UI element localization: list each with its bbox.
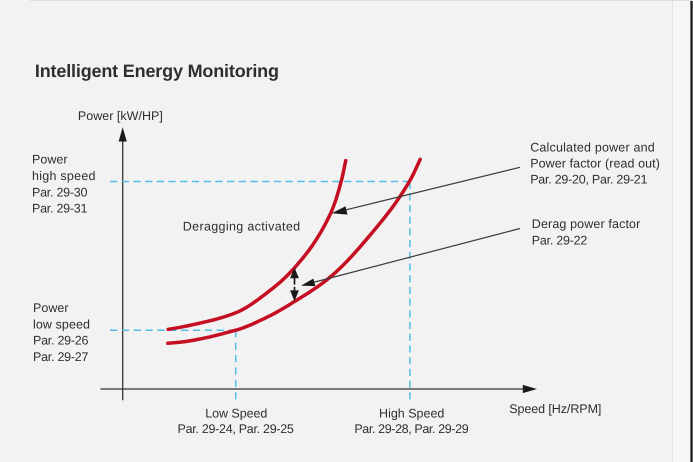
svg-text:Par. 29-31: Par. 29-31 (32, 202, 87, 216)
svg-text:Power factor (read out): Power factor (read out) (530, 156, 660, 170)
svg-text:Derag power factor: Derag power factor (532, 217, 641, 231)
svg-text:Power: Power (33, 301, 69, 315)
svg-text:Par. 29-24, Par. 29-25: Par. 29-24, Par. 29-25 (178, 422, 294, 436)
svg-text:Power [kW/HP]: Power [kW/HP] (78, 109, 163, 123)
svg-text:Calculated power and: Calculated power and (530, 140, 655, 154)
svg-text:Intelligent Energy Monitoring: Intelligent Energy Monitoring (35, 61, 279, 81)
svg-text:Speed [Hz/RPM]: Speed [Hz/RPM] (509, 402, 601, 416)
svg-text:Par. 29-26: Par. 29-26 (33, 334, 88, 348)
svg-text:Par. 29-20, Par. 29-21: Par. 29-20, Par. 29-21 (530, 173, 647, 187)
svg-text:high speed: high speed (32, 169, 96, 183)
svg-text:Par. 29-27: Par. 29-27 (33, 350, 88, 364)
svg-text:low speed: low speed (33, 317, 90, 331)
svg-text:Par. 29-22: Par. 29-22 (532, 234, 588, 248)
svg-text:Power: Power (32, 153, 68, 167)
svg-text:Deragging activated: Deragging activated (183, 219, 300, 233)
svg-text:Par. 29-28, Par. 29-29: Par. 29-28, Par. 29-29 (354, 422, 468, 436)
svg-text:Low Speed: Low Speed (205, 406, 267, 420)
svg-text:Par. 29-30: Par. 29-30 (32, 185, 87, 199)
svg-text:High Speed: High Speed (379, 406, 444, 420)
